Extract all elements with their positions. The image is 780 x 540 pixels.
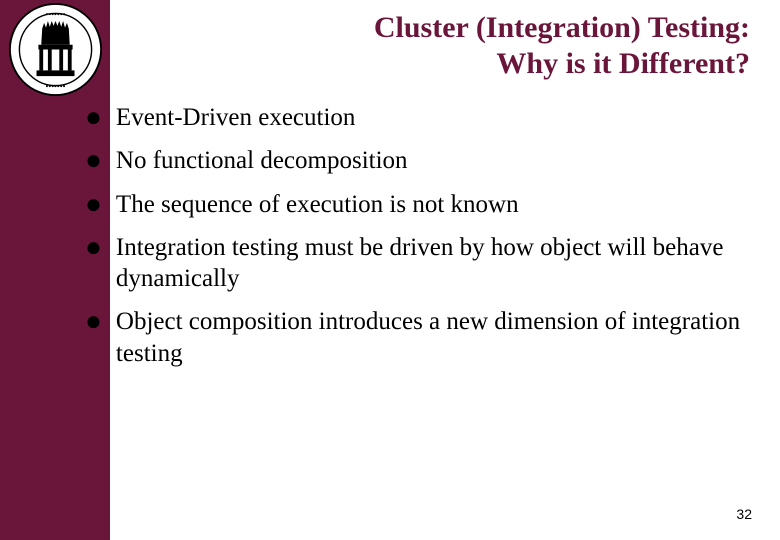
bullet-text: No functional decomposition <box>116 145 408 176</box>
bullet-icon: ● <box>85 191 102 219</box>
bullet-text: The sequence of execution is not known <box>116 189 519 220</box>
bullet-list: ● Event-Driven execution ● No functional… <box>85 102 780 369</box>
bullet-icon: ● <box>85 308 102 336</box>
page-number: 32 <box>736 506 752 522</box>
slide-content: Cluster (Integration) Testing: Why is it… <box>0 0 780 540</box>
bullet-text: Object composition introduces a new dime… <box>116 306 750 369</box>
slide-title: Cluster (Integration) Testing: Why is it… <box>0 0 780 82</box>
list-item: ● Integration testing must be driven by … <box>85 232 750 295</box>
list-item: ● The sequence of execution is not known <box>85 189 750 220</box>
title-line-2: Why is it Different? <box>496 47 750 80</box>
bullet-icon: ● <box>85 234 102 262</box>
bullet-icon: ● <box>85 147 102 175</box>
list-item: ● Event-Driven execution <box>85 102 750 133</box>
list-item: ● No functional decomposition <box>85 145 750 176</box>
bullet-text: Event-Driven execution <box>116 102 356 133</box>
bullet-text: Integration testing must be driven by ho… <box>116 232 750 295</box>
list-item: ● Object composition introduces a new di… <box>85 306 750 369</box>
bullet-icon: ● <box>85 104 102 132</box>
title-line-1: Cluster (Integration) Testing: <box>374 11 750 44</box>
